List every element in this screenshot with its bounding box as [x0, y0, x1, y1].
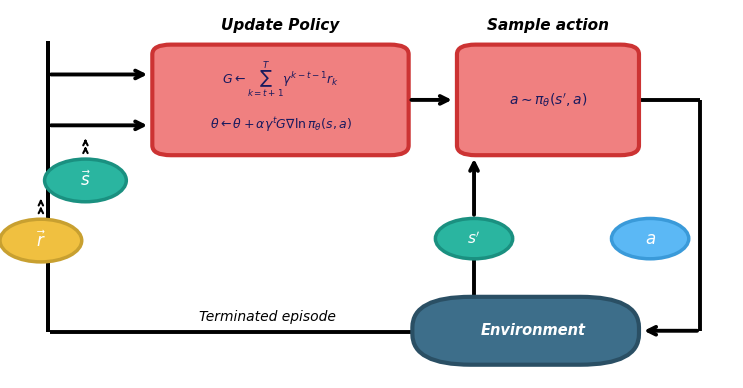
Text: Sample action: Sample action — [487, 18, 609, 33]
Text: $\vec{r}$: $\vec{r}$ — [36, 230, 46, 251]
FancyBboxPatch shape — [457, 45, 639, 155]
Text: $\vec{s}$: $\vec{s}$ — [80, 171, 91, 190]
Circle shape — [0, 219, 82, 262]
Text: Environment: Environment — [481, 323, 585, 338]
Circle shape — [611, 218, 689, 259]
FancyBboxPatch shape — [412, 297, 639, 365]
Circle shape — [435, 218, 513, 259]
Text: Update Policy: Update Policy — [221, 18, 340, 33]
Text: $s^{\prime}$: $s^{\prime}$ — [467, 230, 481, 247]
Circle shape — [45, 159, 126, 202]
Text: $G \leftarrow \sum_{k=t+1}^{T} \gamma^{k-t-1} r_k$: $G \leftarrow \sum_{k=t+1}^{T} \gamma^{k… — [222, 60, 339, 100]
Text: $a \sim \pi_\theta(s^{\prime}, a)$: $a \sim \pi_\theta(s^{\prime}, a)$ — [509, 91, 587, 109]
FancyBboxPatch shape — [152, 45, 409, 155]
Text: Terminated episode: Terminated episode — [199, 310, 336, 324]
Text: $\theta \leftarrow \theta + \alpha \gamma^t G \nabla \ln \pi_\theta(s, a)$: $\theta \leftarrow \theta + \alpha \gamm… — [210, 115, 351, 133]
Text: $a$: $a$ — [645, 230, 655, 248]
